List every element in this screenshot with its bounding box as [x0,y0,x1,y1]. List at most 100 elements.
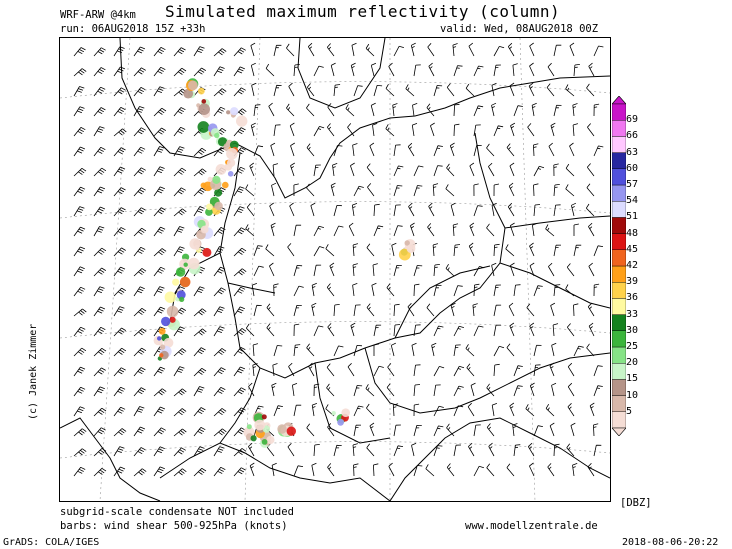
graticule-lines [60,38,610,501]
wind-barb [392,103,398,117]
wind-barb [93,267,107,277]
wind-barb [327,423,335,437]
wind-barb [493,64,501,77]
wind-barb [313,444,320,457]
wind-barb [509,82,515,97]
wind-barb [551,342,557,357]
echo-cell [206,203,213,211]
wind-barb [431,342,437,357]
wind-barb [446,163,455,177]
wind-barb [393,204,401,217]
wind-barb [173,468,187,477]
echo-cell [205,208,213,216]
wind-barb [133,46,146,57]
wind-barb [293,323,300,337]
wind-barb [509,402,515,417]
wind-barb [133,426,146,437]
wind-barb [173,167,187,177]
wind-barb [233,87,246,97]
wind-barb [553,104,562,117]
wind-barb [509,162,515,177]
wind-barb [153,326,165,337]
wind-barb [567,403,575,417]
wind-barb [529,42,535,57]
wind-barb [385,124,395,137]
wind-barb [246,203,255,217]
wind-barb [430,122,435,137]
wind-barb [486,383,495,397]
wind-barb [113,166,126,177]
map-panel [59,37,611,502]
wind-barb [306,423,315,437]
wind-barb [330,182,336,197]
wind-barb [493,243,500,257]
wind-barb [369,142,375,157]
legend-level-label: 10 [626,389,639,401]
echo-cell [331,411,336,416]
wind-barb [472,303,478,317]
wind-barb [465,344,475,357]
wind-barb [325,244,335,257]
legend-level-label: 48 [626,227,639,239]
wind-barb [93,67,106,77]
wind-barb [153,406,166,417]
wind-barb [588,222,595,237]
legend-level-label: 15 [626,373,639,385]
wind-barb [468,42,475,57]
wind-barb [173,226,185,237]
wind-barb [506,143,515,157]
wind-barb [413,185,423,197]
echo-cell [169,316,176,323]
legend-unit: [DBZ] [620,497,652,509]
wind-barb [453,103,460,117]
wind-barb [585,203,595,217]
wind-barb [153,146,165,157]
wind-barb [533,344,542,357]
wind-barb [251,283,258,297]
color-legend-bar [611,95,627,437]
wind-barb [272,163,279,177]
echo-cell [266,435,275,445]
wind-barb [93,326,106,337]
wind-barb [533,425,543,437]
echo-cell [277,424,287,434]
echo-cell [157,336,162,341]
wind-barb [326,123,335,137]
wind-barb [453,385,464,397]
legend-swatch [611,330,627,348]
echo-cell [197,87,205,95]
wind-barb [433,145,443,157]
wind-barb [351,203,358,217]
wind-barb [465,83,475,97]
wind-barb [193,206,205,217]
wind-barb [133,447,146,457]
wind-barb [113,87,126,97]
wind-barb [290,162,296,177]
wind-barb [252,363,258,377]
website-link[interactable]: www.modellzentrale.de [465,520,598,532]
wind-barb [73,167,87,177]
legend-level-label: 57 [626,179,639,190]
wind-barb [473,144,482,157]
wind-barb [133,167,146,177]
wind-barb [273,345,283,357]
wind-barb [213,428,227,437]
wind-barb [505,244,515,257]
wind-barb [433,425,444,437]
legend-swatch [611,281,627,299]
echo-cell [175,267,186,277]
wind-barb [270,222,276,237]
wind-barb [533,183,539,197]
wind-barb [393,445,404,457]
wind-barb [173,88,187,97]
wind-barb [353,85,363,97]
wind-barb [250,122,256,137]
wind-barb [293,465,304,477]
valid-label: valid: Wed, 08AUG2018 00Z [440,23,599,35]
wind-barb [269,202,275,217]
wind-barb [113,207,126,217]
wind-barb [586,83,595,97]
wind-barb [153,107,167,117]
wind-barb [425,464,435,477]
echo-cell [246,424,252,430]
